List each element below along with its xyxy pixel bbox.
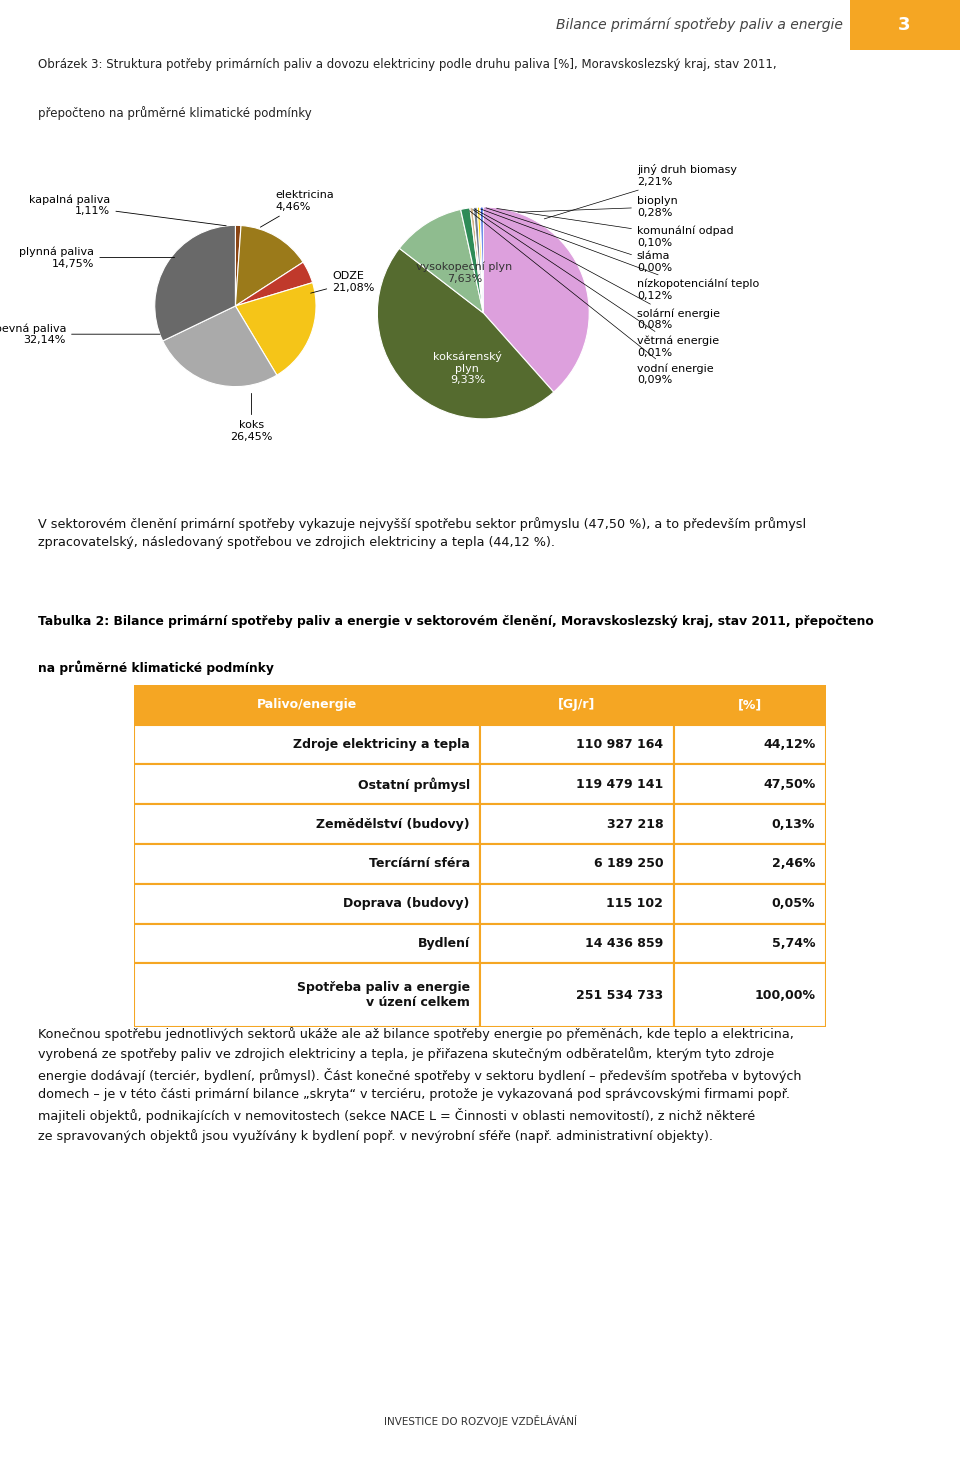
Bar bbox=[480, 963, 674, 1027]
Bar bbox=[134, 844, 480, 884]
Bar bbox=[480, 685, 674, 724]
Text: Ostatní průmysl: Ostatní průmysl bbox=[357, 777, 469, 791]
Text: Palivo/energie: Palivo/energie bbox=[257, 698, 357, 711]
Text: INVESTICE DO ROZVOJE VZDĚLÁVÁNÍ: INVESTICE DO ROZVOJE VZDĚLÁVÁNÍ bbox=[383, 1415, 577, 1428]
Bar bbox=[134, 804, 480, 844]
Bar bbox=[480, 924, 674, 963]
Text: Bilance primární spotřeby paliv a energie: Bilance primární spotřeby paliv a energi… bbox=[556, 17, 843, 32]
Text: 115 102: 115 102 bbox=[607, 898, 663, 911]
Bar bbox=[674, 924, 826, 963]
Wedge shape bbox=[235, 262, 313, 306]
Text: Bydlení: Bydlení bbox=[418, 937, 469, 950]
Text: 6 189 250: 6 189 250 bbox=[593, 858, 663, 870]
Bar bbox=[674, 884, 826, 924]
Bar bbox=[480, 724, 674, 765]
Bar bbox=[134, 924, 480, 963]
Text: vysokopecní plyn
7,63%: vysokopecní plyn 7,63% bbox=[416, 262, 513, 284]
Wedge shape bbox=[477, 207, 483, 313]
Bar bbox=[134, 963, 480, 1027]
Wedge shape bbox=[235, 226, 303, 306]
Text: Tercíární sféra: Tercíární sféra bbox=[369, 858, 469, 870]
Bar bbox=[134, 765, 480, 804]
Text: nízkopotenciální teplo
0,12%: nízkopotenciální teplo 0,12% bbox=[481, 208, 759, 300]
Wedge shape bbox=[473, 207, 483, 313]
Text: 119 479 141: 119 479 141 bbox=[576, 778, 663, 791]
Text: ODZE
21,08%: ODZE 21,08% bbox=[311, 271, 374, 293]
Text: elektricina
4,46%: elektricina 4,46% bbox=[260, 191, 334, 227]
Text: komunální odpad
0,10%: komunální odpad 0,10% bbox=[496, 208, 733, 248]
Text: 100,00%: 100,00% bbox=[755, 989, 815, 1002]
Text: 44,12%: 44,12% bbox=[763, 739, 815, 750]
Text: větrná energie
0,01%: větrná energie 0,01% bbox=[473, 210, 719, 358]
Text: [%]: [%] bbox=[737, 698, 761, 711]
Bar bbox=[480, 804, 674, 844]
Wedge shape bbox=[480, 207, 483, 313]
Bar bbox=[480, 844, 674, 884]
Wedge shape bbox=[480, 207, 483, 313]
Text: Doprava (budovy): Doprava (budovy) bbox=[344, 898, 469, 911]
Bar bbox=[674, 765, 826, 804]
Text: kapalná paliva
1,11%: kapalná paliva 1,11% bbox=[29, 194, 227, 226]
Wedge shape bbox=[461, 208, 483, 313]
Wedge shape bbox=[235, 283, 316, 374]
Wedge shape bbox=[473, 207, 483, 313]
Text: 3: 3 bbox=[898, 16, 911, 34]
Text: 327 218: 327 218 bbox=[607, 817, 663, 830]
Text: koksárenský
plyn
9,33%: koksárenský plyn 9,33% bbox=[433, 351, 502, 385]
Text: ostatní pevná paliva
32,14%: ostatní pevná paliva 32,14% bbox=[0, 323, 160, 345]
Text: jiný druh biomasy
2,21%: jiný druh biomasy 2,21% bbox=[544, 163, 737, 219]
Bar bbox=[480, 765, 674, 804]
Bar bbox=[850, 0, 960, 50]
Text: 5,74%: 5,74% bbox=[772, 937, 815, 950]
Bar bbox=[674, 724, 826, 765]
Bar bbox=[134, 884, 480, 924]
Text: 47,50%: 47,50% bbox=[763, 778, 815, 791]
Text: V sektorovém členění primární spotřeby vykazuje nejvyšší spotřebu sektor průmysl: V sektorovém členění primární spotřeby v… bbox=[38, 517, 806, 549]
Text: přepočteno na průměrné klimatické podmínky: přepočteno na průměrné klimatické podmín… bbox=[38, 106, 312, 119]
Text: sláma
0,00%: sláma 0,00% bbox=[486, 208, 672, 272]
Text: koks
26,45%: koks 26,45% bbox=[230, 393, 273, 441]
Wedge shape bbox=[469, 207, 483, 313]
Text: 251 534 733: 251 534 733 bbox=[576, 989, 663, 1002]
Text: Zemědělství (budovy): Zemědělství (budovy) bbox=[316, 817, 469, 830]
Wedge shape bbox=[163, 306, 276, 386]
Text: Konečnou spotřebu jednotlivých sektorů ukáže ale až bilance spotřeby energie po : Konečnou spotřebu jednotlivých sektorů u… bbox=[38, 1027, 802, 1142]
Text: 0,05%: 0,05% bbox=[772, 898, 815, 911]
Text: vodní energie
0,09%: vodní energie 0,09% bbox=[469, 211, 713, 386]
Text: Tabulka 2: Bilance primární spotřeby paliv a energie v sektorovém členění, Morav: Tabulka 2: Bilance primární spotřeby pal… bbox=[38, 615, 875, 628]
Bar bbox=[134, 685, 480, 724]
Wedge shape bbox=[235, 226, 241, 306]
Text: Obrázek 3: Struktura potřeby primárních paliv a dovozu elektriciny podle druhu p: Obrázek 3: Struktura potřeby primárních … bbox=[38, 58, 777, 71]
Bar bbox=[674, 685, 826, 724]
Wedge shape bbox=[155, 226, 235, 341]
Bar bbox=[134, 724, 480, 765]
Text: bioplyn
0,28%: bioplyn 0,28% bbox=[517, 197, 678, 217]
Wedge shape bbox=[483, 207, 589, 392]
Text: [GJ/r]: [GJ/r] bbox=[558, 698, 595, 711]
Text: Spotřeba paliv a energie
v úzení celkem: Spotřeba paliv a energie v úzení celkem bbox=[297, 982, 469, 1010]
Text: solární energie
0,08%: solární energie 0,08% bbox=[475, 210, 720, 331]
Text: 110 987 164: 110 987 164 bbox=[576, 739, 663, 750]
Wedge shape bbox=[399, 210, 483, 313]
Wedge shape bbox=[377, 248, 554, 418]
Text: na průměrné klimatické podmínky: na průměrné klimatické podmínky bbox=[38, 660, 275, 675]
Bar bbox=[480, 884, 674, 924]
Text: Zdroje elektriciny a tepla: Zdroje elektriciny a tepla bbox=[293, 739, 469, 750]
Bar bbox=[674, 844, 826, 884]
Text: 2,46%: 2,46% bbox=[772, 858, 815, 870]
Text: 0,13%: 0,13% bbox=[772, 817, 815, 830]
Bar bbox=[674, 963, 826, 1027]
Text: 14 436 859: 14 436 859 bbox=[585, 937, 663, 950]
Text: plynná paliva
14,75%: plynná paliva 14,75% bbox=[19, 246, 175, 268]
Bar bbox=[674, 804, 826, 844]
